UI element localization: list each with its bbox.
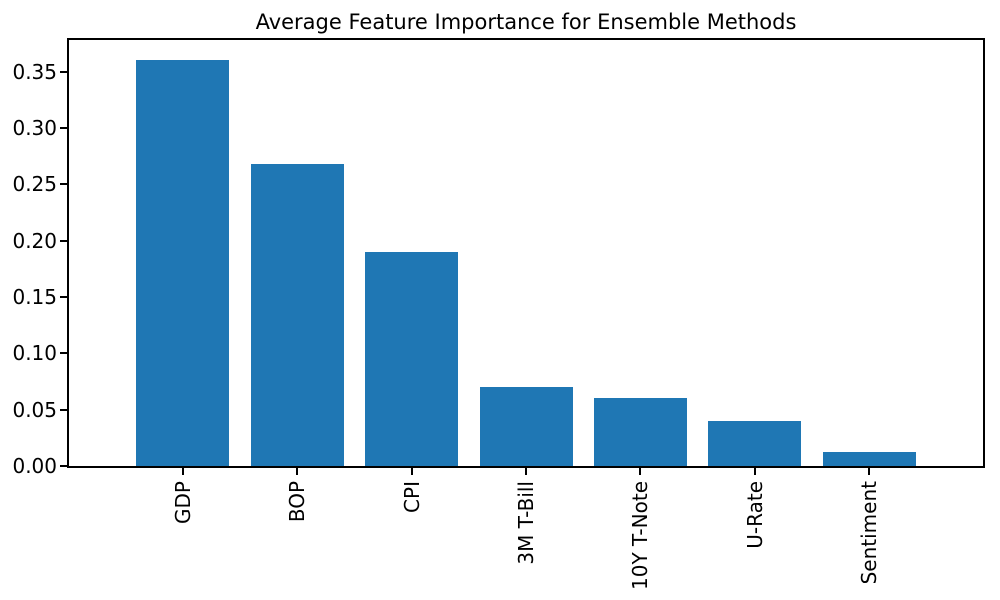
y-tick-label: 0.15 (12, 284, 57, 309)
x-tick-label: 10Y T-Note (628, 481, 653, 590)
x-tick-mark (410, 468, 413, 475)
y-tick-label: 0.35 (12, 59, 57, 84)
y-tick-label: 0.25 (12, 172, 57, 197)
y-tick-mark (60, 126, 67, 129)
x-tick-mark (181, 468, 184, 475)
y-tick-label: 0.30 (12, 115, 57, 140)
x-tick-mark (639, 468, 642, 475)
y-tick-label: 0.05 (12, 397, 57, 422)
bar-gdp (136, 60, 230, 466)
x-tick-mark (753, 468, 756, 475)
x-tick-label: Sentiment (857, 481, 882, 585)
bar-u-rate (708, 420, 802, 466)
x-tick-label: CPI (399, 481, 424, 513)
y-tick-label: 0.20 (12, 228, 57, 253)
x-tick-label: BOP (285, 481, 310, 523)
x-tick-label: GDP (170, 481, 195, 524)
y-tick-mark (60, 183, 67, 186)
y-tick-mark (60, 408, 67, 411)
x-tick-label: U-Rate (742, 481, 767, 549)
x-tick-label: 3M T-Bill (514, 481, 538, 565)
y-tick-mark (60, 239, 67, 242)
y-tick-label: 0.00 (12, 454, 57, 478)
y-tick-mark (60, 295, 67, 298)
y-tick-mark (60, 465, 67, 467)
bar-10y-t-note (593, 398, 687, 466)
x-tick-mark (868, 468, 871, 475)
bar-bop (250, 163, 344, 466)
bar-cpi (365, 251, 459, 466)
x-tick-mark (525, 468, 527, 475)
y-tick-label: 0.10 (12, 341, 57, 366)
y-tick-mark (60, 70, 67, 73)
chart-title: Average Feature Importance for Ensemble … (255, 10, 797, 34)
x-tick-mark (296, 468, 299, 475)
y-tick-mark (60, 352, 67, 355)
bar-3m-t-bill (479, 387, 573, 466)
bar-sentiment (822, 452, 916, 466)
